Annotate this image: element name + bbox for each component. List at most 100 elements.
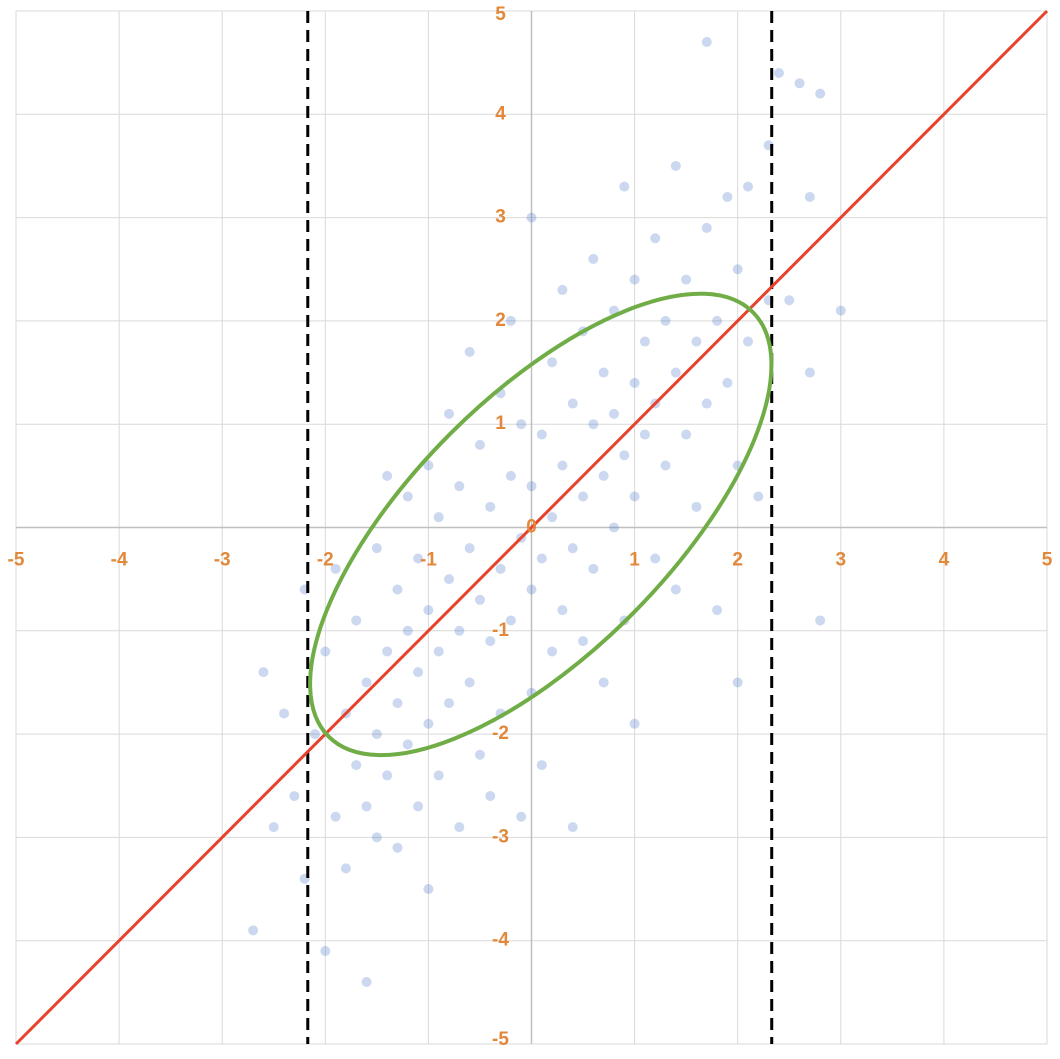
point bbox=[815, 615, 826, 626]
point bbox=[361, 801, 372, 812]
point bbox=[557, 460, 568, 471]
point bbox=[701, 36, 712, 47]
point bbox=[567, 398, 578, 409]
point bbox=[598, 367, 609, 378]
x-tick-label: 5 bbox=[1042, 550, 1053, 571]
point bbox=[423, 460, 434, 471]
y-tick-label: -2 bbox=[492, 723, 509, 744]
x-tick-label: 3 bbox=[836, 550, 847, 571]
point bbox=[361, 677, 372, 688]
y-tick-label: -4 bbox=[492, 930, 509, 951]
point bbox=[516, 419, 527, 430]
point bbox=[701, 398, 712, 409]
point bbox=[578, 491, 589, 502]
point bbox=[413, 667, 424, 678]
point bbox=[536, 429, 547, 440]
point bbox=[588, 563, 599, 574]
point bbox=[722, 191, 733, 202]
point bbox=[474, 594, 485, 605]
point bbox=[784, 295, 795, 306]
point bbox=[402, 739, 413, 750]
point bbox=[794, 78, 805, 89]
point bbox=[371, 543, 382, 554]
point bbox=[371, 832, 382, 843]
point bbox=[547, 646, 558, 657]
point bbox=[392, 698, 403, 709]
point bbox=[670, 160, 681, 171]
point bbox=[485, 501, 496, 512]
point bbox=[619, 181, 630, 192]
point bbox=[815, 88, 826, 99]
point bbox=[454, 822, 465, 833]
point bbox=[660, 460, 671, 471]
point bbox=[268, 822, 279, 833]
point bbox=[557, 284, 568, 295]
point bbox=[691, 336, 702, 347]
x-tick-label: -2 bbox=[317, 550, 334, 571]
point bbox=[691, 501, 702, 512]
point bbox=[454, 625, 465, 636]
point bbox=[629, 377, 640, 388]
y-tick-label: 3 bbox=[495, 207, 506, 228]
point bbox=[505, 615, 516, 626]
fit-line bbox=[14, 9, 1049, 1046]
point bbox=[547, 512, 558, 523]
x-tick-label: 1 bbox=[629, 550, 640, 571]
point bbox=[464, 677, 475, 688]
point bbox=[279, 708, 290, 719]
point bbox=[712, 605, 723, 616]
point bbox=[433, 770, 444, 781]
y-tick-label: -1 bbox=[492, 620, 509, 641]
point bbox=[371, 729, 382, 740]
point bbox=[351, 760, 362, 771]
point bbox=[804, 191, 815, 202]
point bbox=[629, 274, 640, 285]
point bbox=[433, 512, 444, 523]
point bbox=[701, 222, 712, 233]
point bbox=[340, 863, 351, 874]
point bbox=[557, 605, 568, 616]
point bbox=[392, 584, 403, 595]
point bbox=[258, 667, 269, 678]
y-tick-label: -3 bbox=[492, 826, 509, 847]
point bbox=[382, 470, 393, 481]
point bbox=[567, 822, 578, 833]
point bbox=[743, 181, 754, 192]
x-tick-label: 4 bbox=[939, 550, 950, 571]
point bbox=[650, 233, 661, 244]
y-tick-label: 4 bbox=[495, 103, 506, 124]
point bbox=[413, 553, 424, 564]
point bbox=[351, 615, 362, 626]
point bbox=[423, 718, 434, 729]
point bbox=[485, 791, 496, 802]
point bbox=[732, 264, 743, 275]
point bbox=[485, 636, 496, 647]
point bbox=[433, 646, 444, 657]
point bbox=[629, 491, 640, 502]
point bbox=[423, 884, 434, 895]
point bbox=[309, 729, 320, 740]
point bbox=[619, 450, 630, 461]
point bbox=[505, 315, 516, 326]
point bbox=[382, 646, 393, 657]
point bbox=[392, 842, 403, 853]
y-tick-label: 0 bbox=[526, 517, 537, 538]
y-tick-label: -5 bbox=[492, 1029, 509, 1050]
point bbox=[588, 419, 599, 430]
point bbox=[474, 439, 485, 450]
point bbox=[464, 543, 475, 554]
x-tick-label: -1 bbox=[420, 550, 437, 571]
point bbox=[444, 574, 455, 585]
point bbox=[629, 718, 640, 729]
point bbox=[330, 563, 341, 574]
point bbox=[835, 305, 846, 316]
point bbox=[526, 584, 537, 595]
point bbox=[444, 408, 455, 419]
point bbox=[526, 212, 537, 223]
point bbox=[536, 553, 547, 564]
point bbox=[608, 408, 619, 419]
point bbox=[402, 491, 413, 502]
point bbox=[330, 811, 341, 822]
point bbox=[505, 470, 516, 481]
point bbox=[474, 749, 485, 760]
